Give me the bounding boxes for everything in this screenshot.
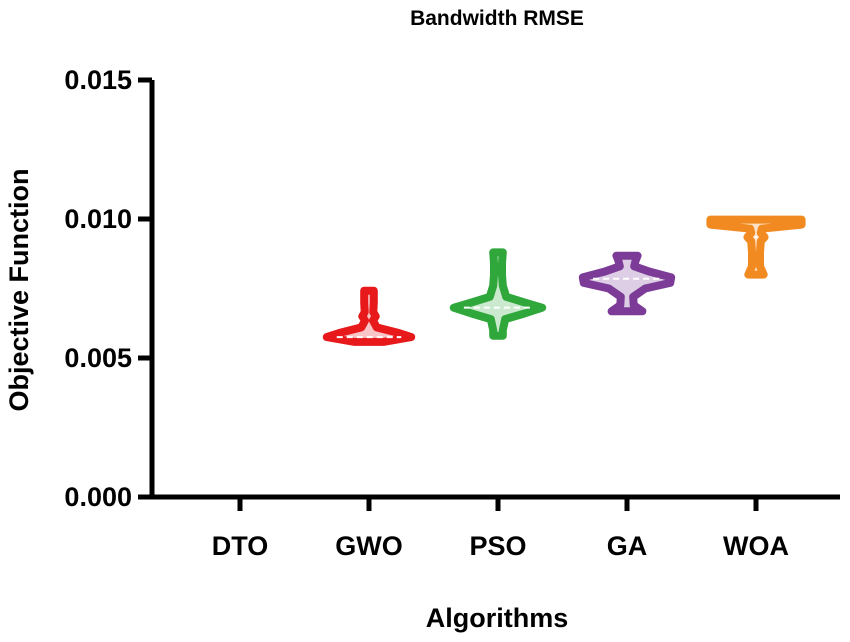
violin-woa [706,215,806,279]
y-tick-label: 0.000 [64,482,132,512]
x-tick-label: PSO [469,531,526,561]
x-tick-label: WOA [723,531,789,561]
x-axis-label: Algorithms [426,603,569,633]
y-tick-label: 0.005 [64,343,132,373]
plot-area: 0.000 0.005 0.010 0.015 DTO GWO PSO GA WOA [64,65,840,561]
x-tick-label: GWO [335,531,403,561]
violin-gwo [322,286,416,346]
y-axis-label: Objective Function [4,168,34,411]
chart-title: Bandwidth RMSE [410,7,584,30]
x-tick-label: GA [607,531,648,561]
y-tick-label: 0.010 [64,204,132,234]
violin-ga [578,251,676,316]
violin-pso [449,248,547,340]
x-tick-label: DTO [212,531,269,561]
y-tick-label: 0.015 [64,65,132,95]
